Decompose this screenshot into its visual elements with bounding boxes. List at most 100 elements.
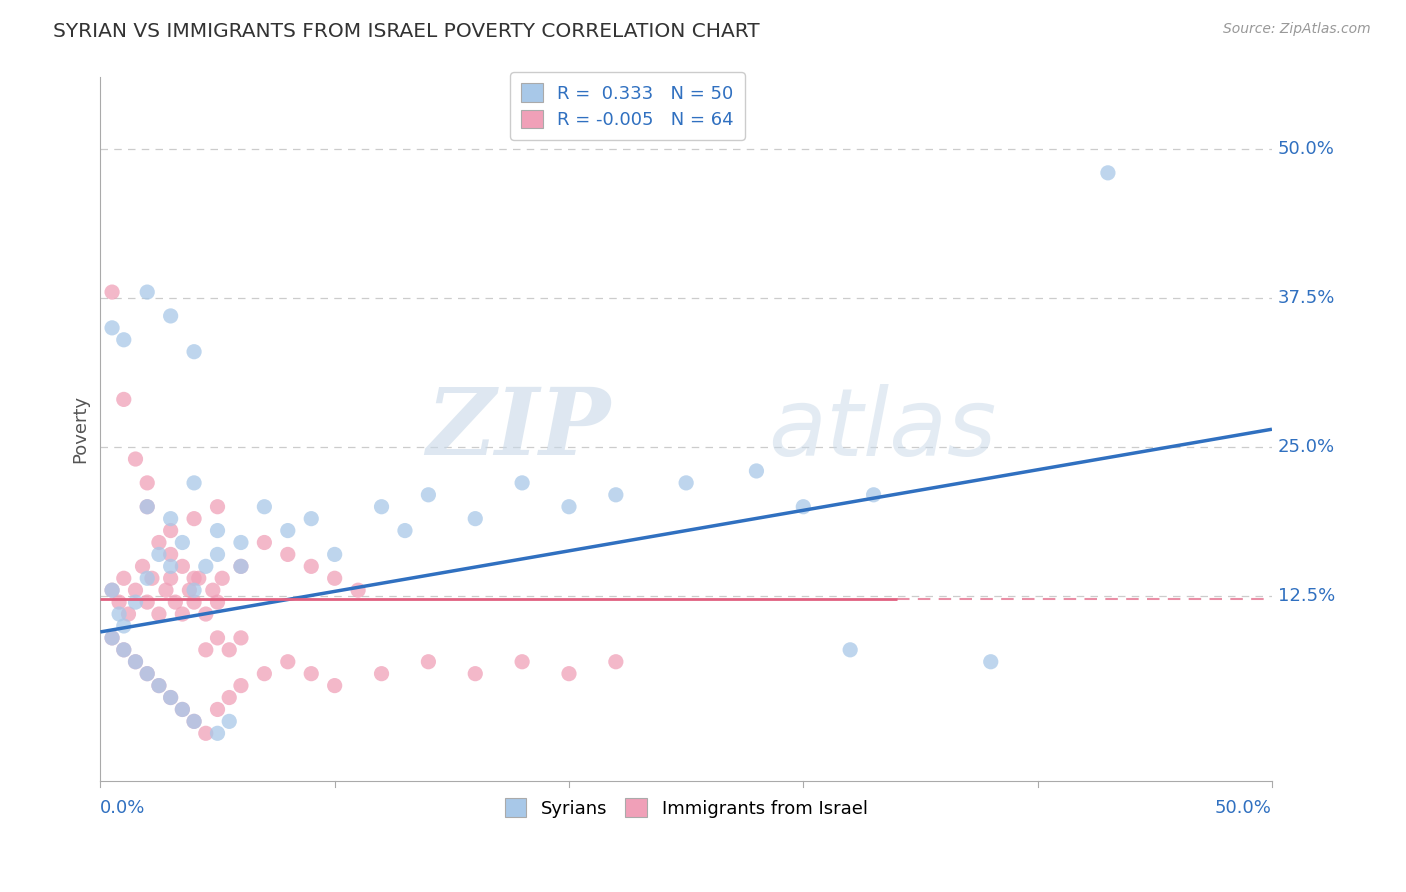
Point: [253, 500, 276, 514]
Point: [187, 571, 209, 585]
Point: [299, 559, 322, 574]
Point: [108, 607, 131, 621]
Point: [124, 583, 146, 598]
Point: [124, 655, 146, 669]
Point: [211, 571, 233, 585]
Point: [112, 643, 135, 657]
Text: 12.5%: 12.5%: [1278, 587, 1336, 605]
Point: [745, 464, 768, 478]
Point: [101, 583, 124, 598]
Point: [229, 679, 252, 693]
Point: [136, 666, 159, 681]
Text: SYRIAN VS IMMIGRANTS FROM ISRAEL POVERTY CORRELATION CHART: SYRIAN VS IMMIGRANTS FROM ISRAEL POVERTY…: [53, 22, 761, 41]
Point: [253, 666, 276, 681]
Point: [464, 511, 486, 525]
Point: [108, 595, 131, 609]
Point: [347, 583, 370, 598]
Point: [172, 559, 194, 574]
Text: 50.0%: 50.0%: [1278, 140, 1334, 158]
Point: [155, 583, 177, 598]
Point: [117, 607, 139, 621]
Point: [148, 679, 170, 693]
Point: [159, 524, 181, 538]
Point: [862, 488, 884, 502]
Point: [277, 548, 299, 562]
Point: [136, 571, 159, 585]
Point: [194, 726, 217, 740]
Point: [605, 655, 627, 669]
Point: [172, 607, 194, 621]
Point: [112, 619, 135, 633]
Point: [159, 690, 181, 705]
Point: [172, 702, 194, 716]
Point: [370, 500, 392, 514]
Point: [510, 475, 533, 490]
Point: [418, 655, 440, 669]
Point: [229, 559, 252, 574]
Point: [159, 559, 181, 574]
Point: [159, 690, 181, 705]
Point: [183, 511, 205, 525]
Point: [299, 666, 322, 681]
Point: [159, 548, 181, 562]
Point: [148, 679, 170, 693]
Point: [112, 643, 135, 657]
Point: [179, 583, 201, 598]
Point: [207, 595, 229, 609]
Point: [558, 500, 581, 514]
Point: [159, 511, 181, 525]
Point: [510, 655, 533, 669]
Point: [183, 344, 205, 359]
Point: [394, 524, 416, 538]
Point: [299, 511, 322, 525]
Point: [277, 524, 299, 538]
Point: [194, 607, 217, 621]
Point: [112, 333, 135, 347]
Point: [207, 726, 229, 740]
Point: [207, 548, 229, 562]
Point: [675, 475, 697, 490]
Point: [183, 595, 205, 609]
Point: [207, 524, 229, 538]
Point: [183, 475, 205, 490]
Point: [605, 488, 627, 502]
Point: [839, 643, 862, 657]
Point: [159, 571, 181, 585]
Point: [183, 714, 205, 729]
Point: [131, 559, 153, 574]
Point: [136, 595, 159, 609]
Point: [558, 666, 581, 681]
Point: [183, 571, 205, 585]
Text: 0.0%: 0.0%: [100, 799, 146, 817]
Point: [112, 392, 135, 407]
Point: [464, 666, 486, 681]
Point: [418, 488, 440, 502]
Point: [207, 631, 229, 645]
Point: [101, 631, 124, 645]
Point: [229, 535, 252, 549]
Point: [323, 548, 346, 562]
Point: [101, 631, 124, 645]
Point: [172, 535, 194, 549]
Point: [792, 500, 814, 514]
Point: [194, 559, 217, 574]
Text: atlas: atlas: [768, 384, 997, 475]
Text: 37.5%: 37.5%: [1278, 289, 1336, 307]
Text: Source: ZipAtlas.com: Source: ZipAtlas.com: [1223, 22, 1371, 37]
Point: [136, 475, 159, 490]
Point: [124, 452, 146, 467]
Point: [370, 666, 392, 681]
Point: [136, 500, 159, 514]
Point: [183, 583, 205, 598]
Text: ZIP: ZIP: [426, 384, 610, 475]
Point: [165, 595, 187, 609]
Point: [183, 714, 205, 729]
Point: [229, 559, 252, 574]
Point: [207, 702, 229, 716]
Point: [159, 309, 181, 323]
Point: [194, 643, 217, 657]
Point: [980, 655, 1002, 669]
Point: [148, 607, 170, 621]
Point: [207, 500, 229, 514]
Point: [201, 583, 224, 598]
